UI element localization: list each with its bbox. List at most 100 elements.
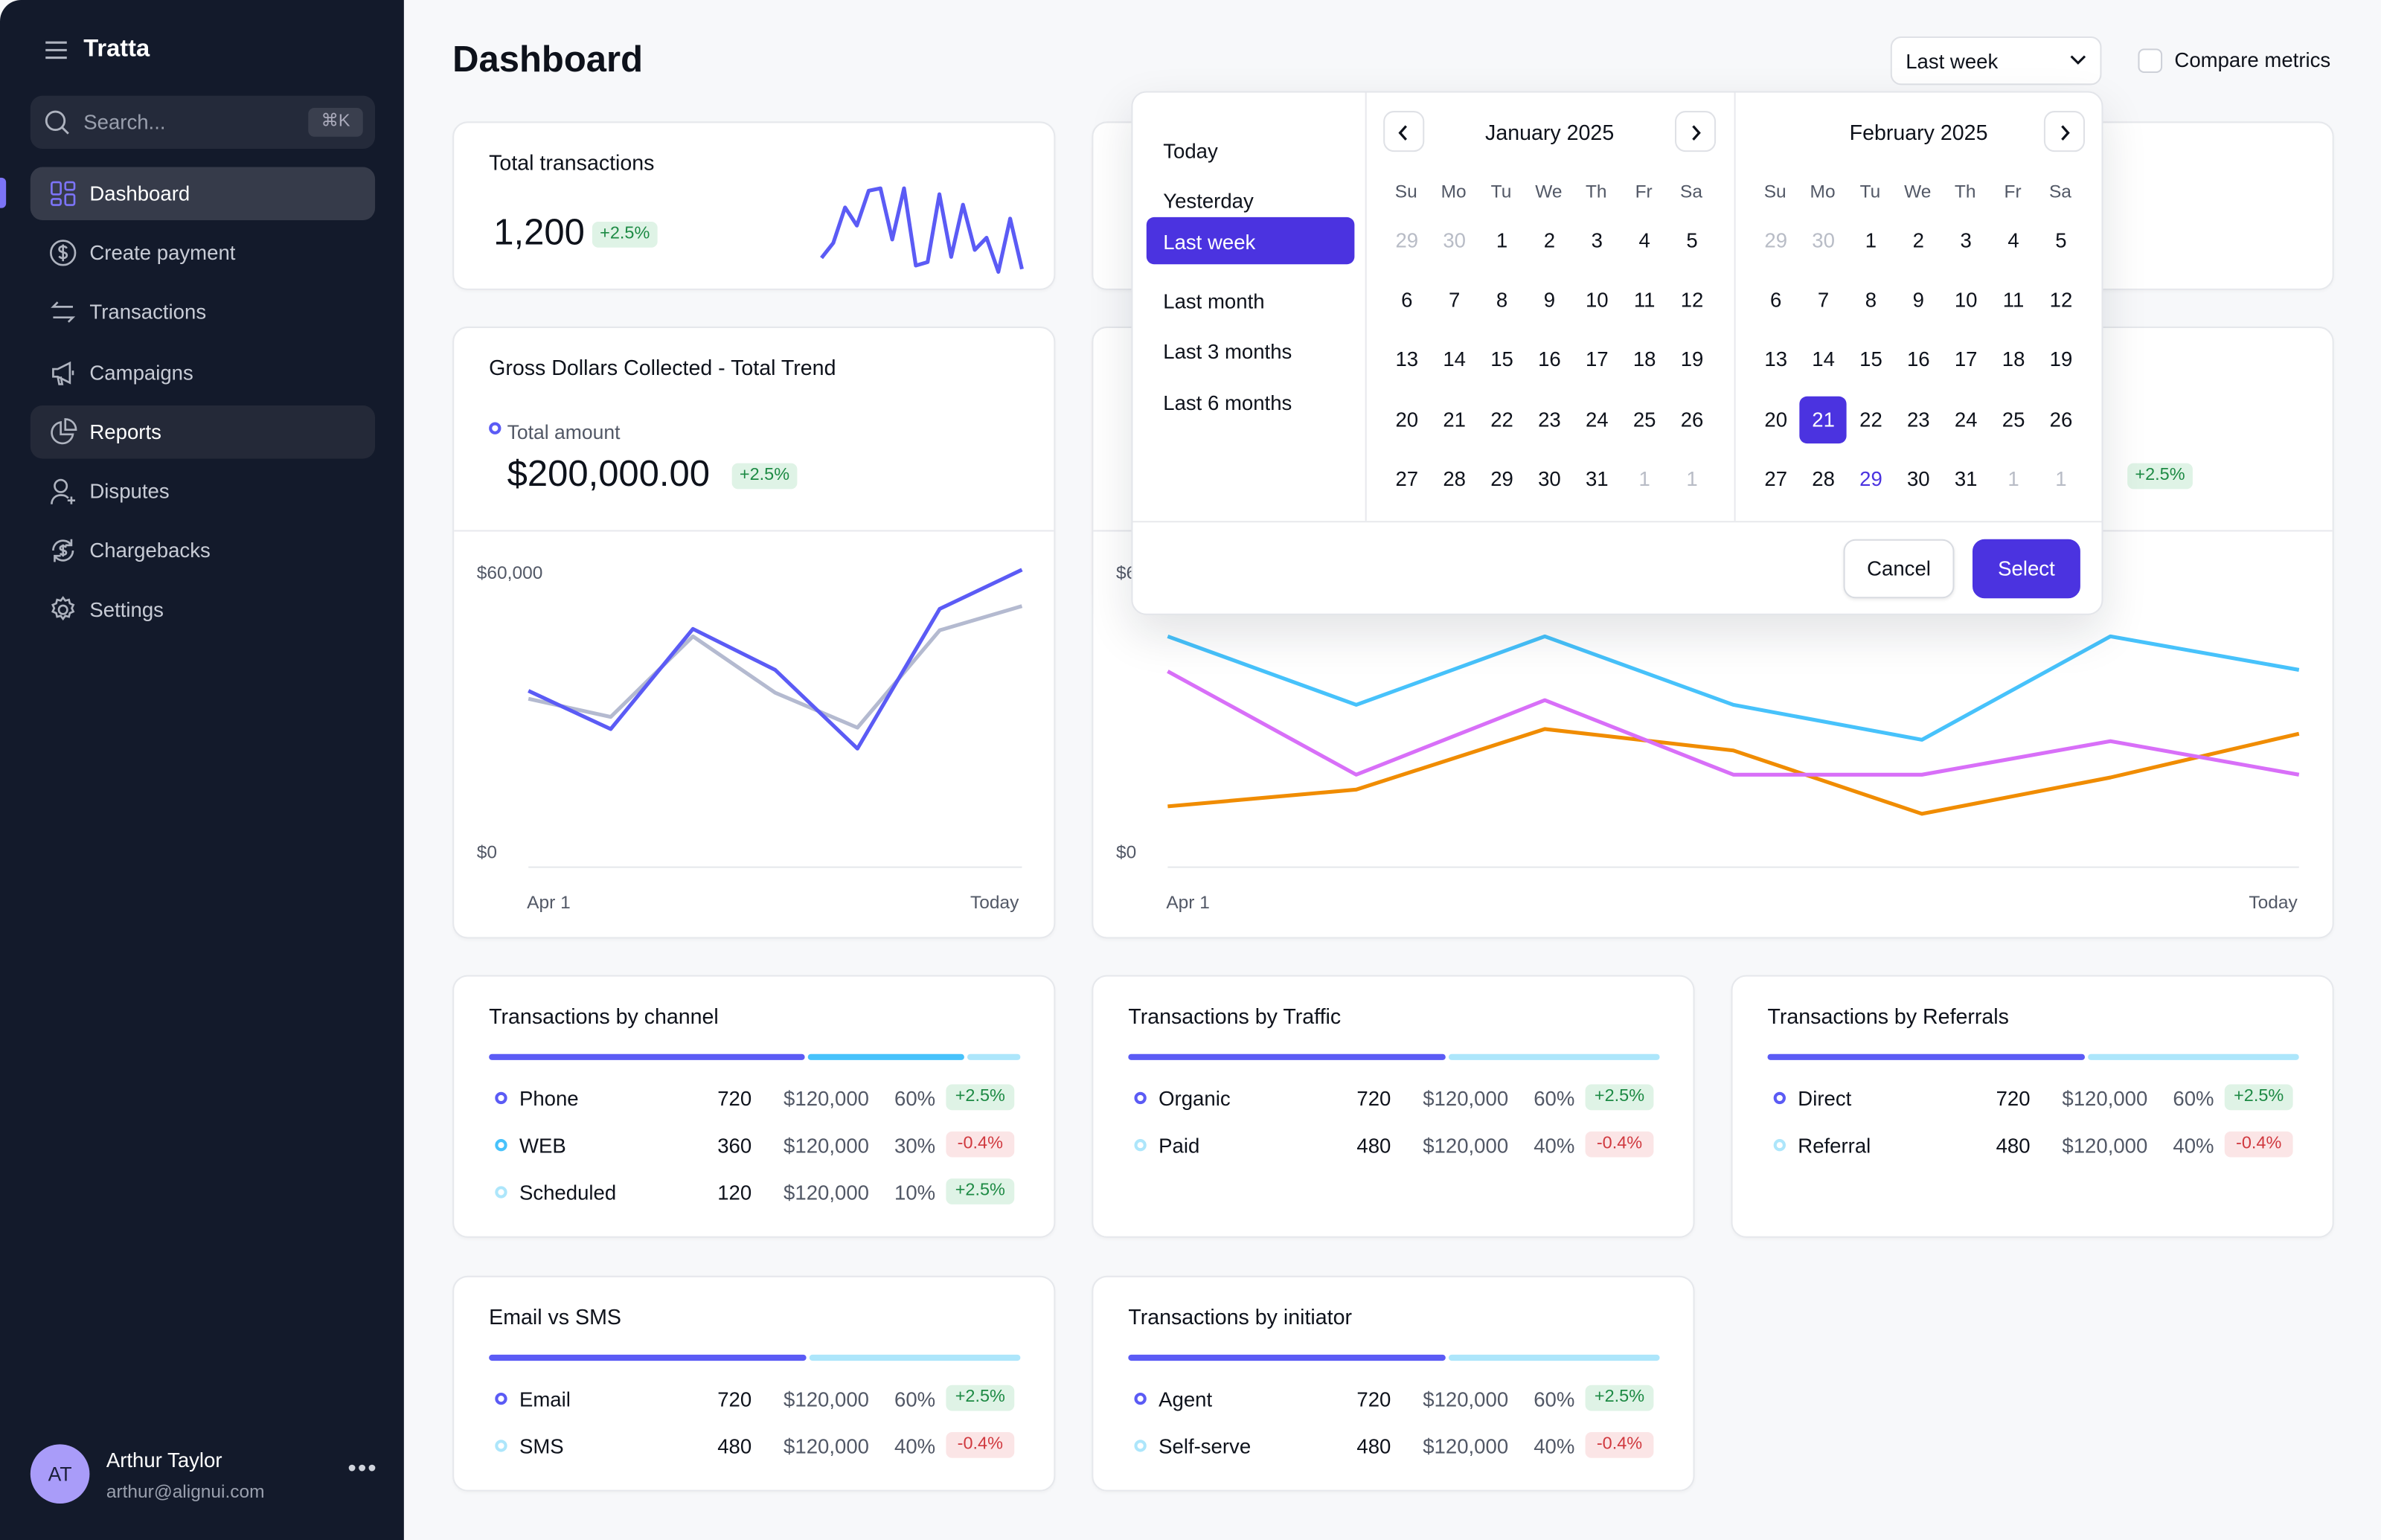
sidebar-item-dashboard[interactable]: Dashboard <box>30 167 376 221</box>
preset-today[interactable]: Today <box>1147 126 1355 173</box>
calendar-day[interactable]: 13 <box>1395 348 1419 371</box>
calendar-day[interactable]: 6 <box>1770 289 1782 312</box>
preset-last-week[interactable]: Last week <box>1146 216 1355 265</box>
calendar-day[interactable]: 27 <box>1764 467 1788 490</box>
calendar-day[interactable]: 24 <box>1954 408 1978 431</box>
sidebar-item-disputes[interactable]: Disputes <box>31 465 375 518</box>
calendar-day[interactable]: 30 <box>1812 229 1835 252</box>
calendar-day[interactable]: 26 <box>1680 408 1704 431</box>
calendar-day[interactable]: 21 <box>1799 395 1848 443</box>
select-button[interactable]: Select <box>1972 539 2080 599</box>
compare-metrics-checkbox[interactable] <box>2138 48 2163 73</box>
calendar-day[interactable]: 28 <box>1812 467 1835 490</box>
calendar-day[interactable]: 31 <box>1585 467 1609 490</box>
calendar-day[interactable]: 30 <box>1906 467 1930 490</box>
calendar-day[interactable]: 25 <box>1632 408 1656 431</box>
more-options-icon[interactable]: ••• <box>347 1456 378 1483</box>
sidebar-item-campaigns[interactable]: Campaigns <box>31 346 375 399</box>
calendar-day[interactable]: 1 <box>2055 467 2067 490</box>
next-month-button[interactable] <box>1675 111 1717 153</box>
calendar-day[interactable]: 31 <box>1954 467 1978 490</box>
preset-last-3-months[interactable]: Last 3 months <box>1147 327 1355 373</box>
calendar-day[interactable]: 18 <box>2002 348 2025 371</box>
calendar-day[interactable]: 4 <box>1638 229 1650 252</box>
calendar-day[interactable]: 12 <box>2049 289 2073 312</box>
calendar-day[interactable]: 8 <box>1865 289 1877 312</box>
calendar-day[interactable]: 14 <box>1812 348 1835 371</box>
calendar-day[interactable]: 9 <box>1912 289 1924 312</box>
calendar-day[interactable]: 27 <box>1395 467 1419 490</box>
calendar-day[interactable]: 6 <box>1401 289 1413 312</box>
calendar-day[interactable]: 11 <box>2002 289 2025 312</box>
calendar-day[interactable]: 25 <box>2002 408 2025 431</box>
calendar-day[interactable]: 26 <box>2049 408 2073 431</box>
calendar-day[interactable]: 10 <box>1585 289 1609 312</box>
calendar-day[interactable]: 5 <box>1686 229 1698 252</box>
calendar-day[interactable]: 12 <box>1680 289 1704 312</box>
calendar-day[interactable]: 29 <box>1764 229 1788 252</box>
sidebar-item-settings[interactable]: Settings <box>31 583 375 636</box>
calendar-day[interactable]: 2 <box>1912 229 1924 252</box>
compare-metrics-label[interactable]: Compare metrics <box>2174 48 2331 71</box>
calendar-day[interactable]: 18 <box>1632 348 1656 371</box>
calendar-day[interactable]: 20 <box>1395 408 1419 431</box>
calendar-day[interactable]: 14 <box>1443 348 1467 371</box>
calendar-day[interactable]: 1 <box>1865 229 1877 252</box>
calendar-day[interactable]: 8 <box>1496 289 1508 312</box>
calendar-day[interactable]: 17 <box>1954 348 1978 371</box>
calendar-day[interactable]: 16 <box>1538 348 1561 371</box>
row-count: 120 <box>717 1181 752 1204</box>
calendar-day[interactable]: 5 <box>2055 229 2067 252</box>
calendar-day[interactable]: 15 <box>1490 348 1513 371</box>
calendar-day[interactable]: 1 <box>1638 467 1650 490</box>
calendar-day[interactable]: 21 <box>1443 408 1467 431</box>
row-amount: $120,000 <box>2062 1087 2148 1111</box>
preset-last-6-months[interactable]: Last 6 months <box>1147 377 1355 424</box>
calendar-day[interactable]: 7 <box>1817 289 1830 312</box>
sidebar-item-reports[interactable]: Reports <box>30 405 376 459</box>
date-range-select[interactable]: Last week <box>1890 36 2102 86</box>
calendar-day[interactable]: 1 <box>1686 467 1698 490</box>
legend-dot <box>1773 1139 1786 1152</box>
cancel-button[interactable]: Cancel <box>1843 539 1955 599</box>
calendar-day[interactable]: 2 <box>1543 229 1556 252</box>
calendar-day[interactable]: 3 <box>1591 229 1603 252</box>
calendar-day[interactable]: 20 <box>1764 408 1788 431</box>
calendar-day[interactable]: 3 <box>1960 229 1972 252</box>
row-label: Paid <box>1159 1134 1200 1158</box>
calendar-day[interactable]: 30 <box>1443 229 1467 252</box>
calendar-day[interactable]: 29 <box>1859 467 1882 490</box>
calendar-day[interactable]: 1 <box>1496 229 1508 252</box>
calendar-day[interactable]: 19 <box>2049 348 2073 371</box>
calendar-day[interactable]: 22 <box>1490 408 1513 431</box>
prev-month-button[interactable] <box>1383 111 1425 153</box>
sidebar-item-create-payment[interactable]: Create payment <box>31 226 375 279</box>
calendar-day[interactable]: 16 <box>1906 348 1930 371</box>
calendar-day[interactable]: 7 <box>1448 289 1461 312</box>
calendar-day[interactable]: 29 <box>1490 467 1513 490</box>
x-tick-label: Apr 1 <box>1166 891 1210 913</box>
calendar-day[interactable]: 23 <box>1906 408 1930 431</box>
calendar-day[interactable]: 24 <box>1585 408 1609 431</box>
calendar-day[interactable]: 10 <box>1954 289 1978 312</box>
calendar-day[interactable]: 17 <box>1585 348 1609 371</box>
calendar-day[interactable]: 30 <box>1538 467 1561 490</box>
next-month-button[interactable] <box>2043 111 2086 153</box>
preset-yesterday[interactable]: Yesterday <box>1147 176 1355 223</box>
search-input[interactable]: Search... ⌘K <box>30 95 376 150</box>
menu-icon[interactable] <box>44 39 68 61</box>
sidebar-item-chargebacks[interactable]: Chargebacks <box>31 524 375 577</box>
preset-last-month[interactable]: Last month <box>1147 276 1355 323</box>
calendar-day[interactable]: 9 <box>1543 289 1556 312</box>
calendar-day[interactable]: 22 <box>1859 408 1882 431</box>
calendar-day[interactable]: 1 <box>2007 467 2019 490</box>
sidebar-item-transactions[interactable]: Transactions <box>31 286 375 339</box>
calendar-day[interactable]: 29 <box>1395 229 1419 252</box>
calendar-day[interactable]: 13 <box>1764 348 1788 371</box>
calendar-day[interactable]: 19 <box>1680 348 1704 371</box>
calendar-day[interactable]: 28 <box>1443 467 1467 490</box>
calendar-day[interactable]: 15 <box>1859 348 1882 371</box>
calendar-day[interactable]: 11 <box>1633 289 1656 312</box>
calendar-day[interactable]: 23 <box>1538 408 1561 431</box>
calendar-day[interactable]: 4 <box>2007 229 2019 252</box>
